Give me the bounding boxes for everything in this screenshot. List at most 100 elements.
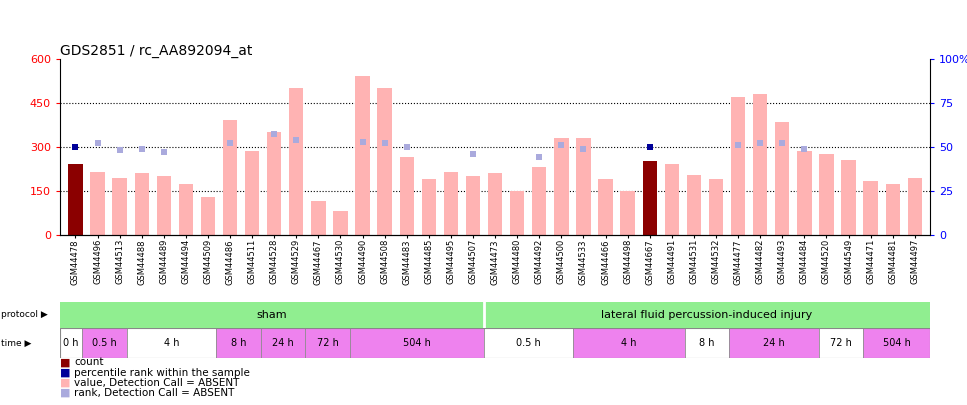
Text: 72 h: 72 h: [830, 338, 852, 348]
Text: 4 h: 4 h: [621, 338, 636, 348]
Bar: [201, 197, 215, 235]
Point: [532, 154, 547, 161]
Bar: [82, 328, 127, 358]
Point: [156, 149, 171, 156]
Bar: [399, 157, 414, 235]
Bar: [60, 302, 484, 328]
Bar: [797, 151, 811, 235]
Text: 0.5 h: 0.5 h: [92, 338, 117, 348]
Point: [775, 140, 790, 147]
Text: 504 h: 504 h: [403, 338, 431, 348]
Point: [797, 145, 812, 152]
Text: 4 h: 4 h: [163, 338, 179, 348]
Bar: [729, 328, 819, 358]
Bar: [573, 328, 685, 358]
Bar: [377, 88, 392, 235]
Bar: [908, 178, 922, 235]
Point: [267, 131, 282, 138]
Bar: [127, 328, 217, 358]
Text: ■: ■: [60, 388, 71, 398]
Point: [575, 145, 591, 152]
Bar: [642, 162, 657, 235]
Bar: [222, 120, 237, 235]
Text: sham: sham: [256, 310, 287, 320]
Bar: [306, 328, 350, 358]
Bar: [245, 151, 259, 235]
Point: [90, 140, 105, 147]
Bar: [488, 173, 502, 235]
Bar: [886, 183, 900, 235]
Bar: [422, 179, 436, 235]
Bar: [687, 175, 701, 235]
Bar: [90, 172, 104, 235]
Bar: [664, 164, 679, 235]
Bar: [510, 191, 524, 235]
Text: 504 h: 504 h: [883, 338, 911, 348]
Bar: [356, 76, 369, 235]
Bar: [484, 328, 573, 358]
Bar: [484, 302, 930, 328]
Text: ■: ■: [60, 358, 71, 367]
Text: ■: ■: [60, 378, 71, 388]
Bar: [841, 160, 856, 235]
Point: [134, 145, 150, 152]
Bar: [554, 138, 569, 235]
Point: [642, 144, 658, 150]
Point: [730, 142, 746, 148]
Bar: [864, 328, 930, 358]
Point: [288, 136, 304, 143]
Point: [112, 147, 128, 153]
Bar: [444, 172, 458, 235]
Point: [68, 144, 83, 150]
Bar: [621, 191, 634, 235]
Bar: [599, 179, 613, 235]
Bar: [179, 184, 193, 235]
Text: lateral fluid percussion-induced injury: lateral fluid percussion-induced injury: [601, 310, 812, 320]
Point: [465, 151, 481, 157]
Bar: [217, 328, 261, 358]
Bar: [753, 94, 768, 235]
Bar: [134, 173, 149, 235]
Text: 24 h: 24 h: [273, 338, 294, 348]
Text: 72 h: 72 h: [317, 338, 338, 348]
Bar: [819, 154, 834, 235]
Text: protocol ▶: protocol ▶: [1, 310, 47, 320]
Text: 0.5 h: 0.5 h: [516, 338, 541, 348]
Bar: [350, 328, 484, 358]
Text: 24 h: 24 h: [763, 338, 785, 348]
Text: value, Detection Call = ABSENT: value, Detection Call = ABSENT: [74, 378, 240, 388]
Text: GDS2851 / rc_AA892094_at: GDS2851 / rc_AA892094_at: [60, 44, 252, 58]
Bar: [709, 179, 723, 235]
Bar: [289, 88, 304, 235]
Text: 0 h: 0 h: [64, 338, 79, 348]
Point: [222, 140, 238, 147]
Text: 8 h: 8 h: [699, 338, 715, 348]
Bar: [731, 97, 746, 235]
Point: [752, 140, 768, 147]
Bar: [334, 211, 348, 235]
Point: [399, 144, 415, 150]
Text: time ▶: time ▶: [1, 339, 31, 348]
Text: percentile rank within the sample: percentile rank within the sample: [74, 368, 250, 377]
Bar: [60, 328, 82, 358]
Bar: [466, 176, 481, 235]
Text: 8 h: 8 h: [231, 338, 247, 348]
Text: count: count: [74, 358, 104, 367]
Point: [355, 138, 370, 145]
Bar: [267, 132, 281, 235]
Bar: [776, 122, 789, 235]
Bar: [819, 328, 864, 358]
Bar: [311, 201, 326, 235]
Point: [554, 142, 570, 148]
Text: ■: ■: [60, 368, 71, 377]
Text: rank, Detection Call = ABSENT: rank, Detection Call = ABSENT: [74, 388, 235, 398]
Bar: [864, 181, 878, 235]
Bar: [69, 164, 82, 235]
Bar: [261, 328, 306, 358]
Bar: [576, 138, 591, 235]
Bar: [685, 328, 729, 358]
Bar: [532, 167, 546, 235]
Point: [377, 140, 393, 147]
Bar: [157, 176, 171, 235]
Bar: [112, 178, 127, 235]
